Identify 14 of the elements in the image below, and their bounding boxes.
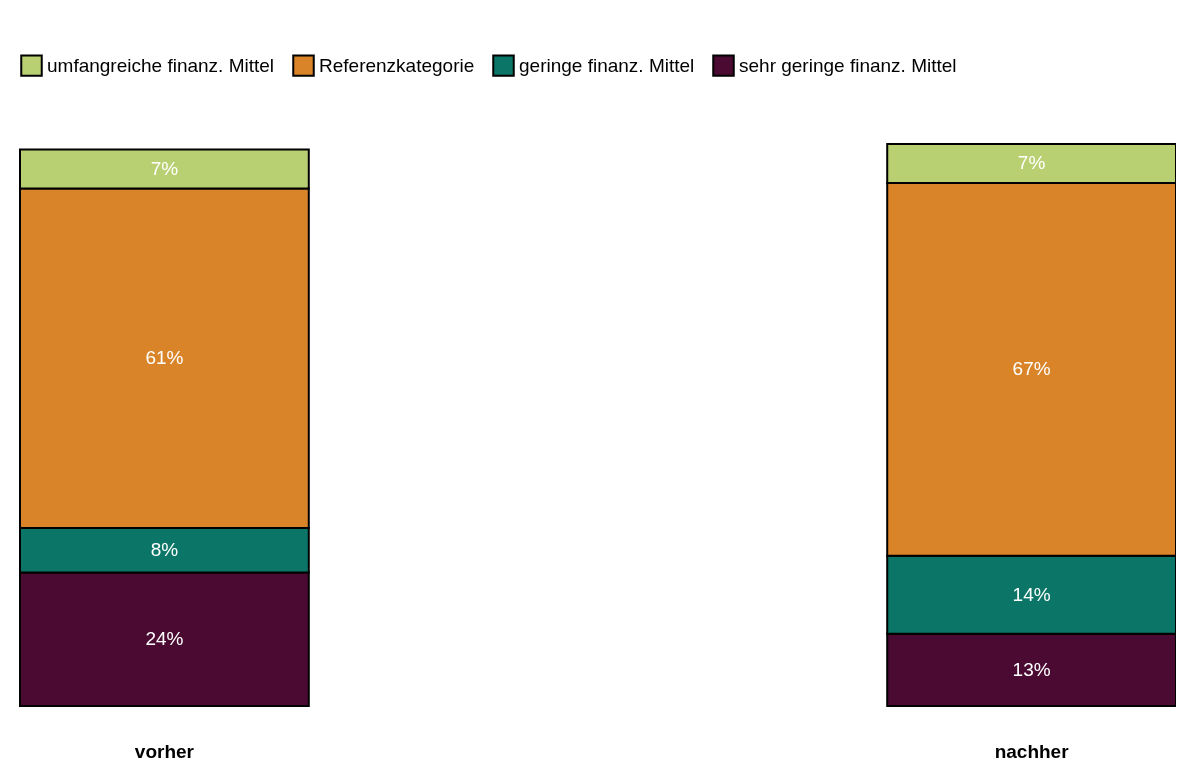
legend-label: geringe finanz. Mittel <box>519 54 695 76</box>
legend-label: umfangreiche finanz. Mittel <box>47 54 275 76</box>
x-tick-label: nachher <box>994 740 1070 762</box>
data-label: 7% <box>1017 152 1046 174</box>
data-label: 24% <box>145 628 184 650</box>
data-label: 7% <box>150 158 179 180</box>
data-label: 14% <box>1012 583 1051 605</box>
data-label: 61% <box>145 347 184 369</box>
x-tick-label: vorher <box>134 740 195 762</box>
legend-label: Referenzkategorie <box>319 54 475 76</box>
data-label: 67% <box>1012 358 1051 380</box>
data-label: 13% <box>1012 658 1051 680</box>
data-label: 8% <box>150 539 179 561</box>
legend-label: sehr geringe finanz. Mittel <box>739 54 957 76</box>
